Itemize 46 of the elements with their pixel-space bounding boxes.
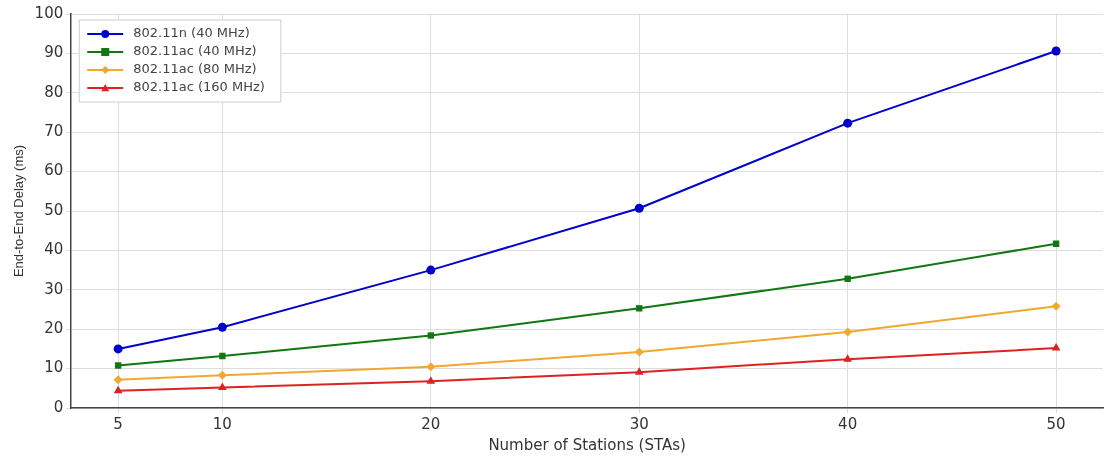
y-tick-label: 0 [53, 397, 64, 416]
x-tick-label: 30 [629, 414, 649, 433]
point [844, 275, 851, 282]
point [114, 362, 122, 369]
y-tick-label: 90 [44, 43, 64, 62]
point [219, 352, 226, 360]
point [843, 354, 852, 362]
point [634, 347, 644, 357]
point [113, 344, 123, 354]
point [426, 376, 436, 384]
point [426, 265, 436, 275]
legend-label: 802.11ac (80 MHz) [133, 61, 257, 77]
y-tick-label: 80 [44, 82, 64, 101]
point [113, 385, 123, 394]
point [217, 370, 227, 380]
point [1051, 343, 1061, 351]
point [843, 118, 853, 128]
x-tick-label: 10 [212, 414, 232, 433]
y-tick-label: 100 [34, 3, 64, 22]
y-tick-label: 50 [44, 200, 64, 219]
y-tick-label: 70 [44, 122, 64, 141]
y-tick-label: 40 [44, 240, 64, 259]
y-tick-label: 20 [44, 319, 64, 338]
legend-label: 802.11ac (40 MHz) [133, 43, 257, 59]
x-tick-label: 5 [113, 414, 123, 433]
y-axis-title: End-to-End Delay (ms) [11, 144, 27, 278]
point [427, 332, 434, 339]
point [843, 327, 853, 337]
point [634, 367, 644, 375]
y-tick-label: 60 [44, 161, 64, 180]
y-tick-label: 10 [44, 358, 64, 377]
point [1051, 301, 1061, 311]
point [1051, 46, 1061, 56]
legend-label: 802.11ac (160 MHz) [133, 79, 265, 95]
point [636, 305, 643, 312]
legend-label: 802.11n (40 MHz) [133, 25, 250, 41]
point [217, 322, 227, 332]
x-tick-label: 20 [421, 414, 441, 433]
point [218, 382, 227, 391]
point [634, 203, 644, 213]
point [113, 375, 123, 385]
x-axis-title: Number of Stations (STAs) [488, 435, 686, 454]
x-tick-label: 50 [1046, 414, 1066, 433]
y-tick-label: 30 [44, 279, 64, 298]
x-tick-label: 40 [838, 414, 858, 433]
point [426, 362, 436, 372]
